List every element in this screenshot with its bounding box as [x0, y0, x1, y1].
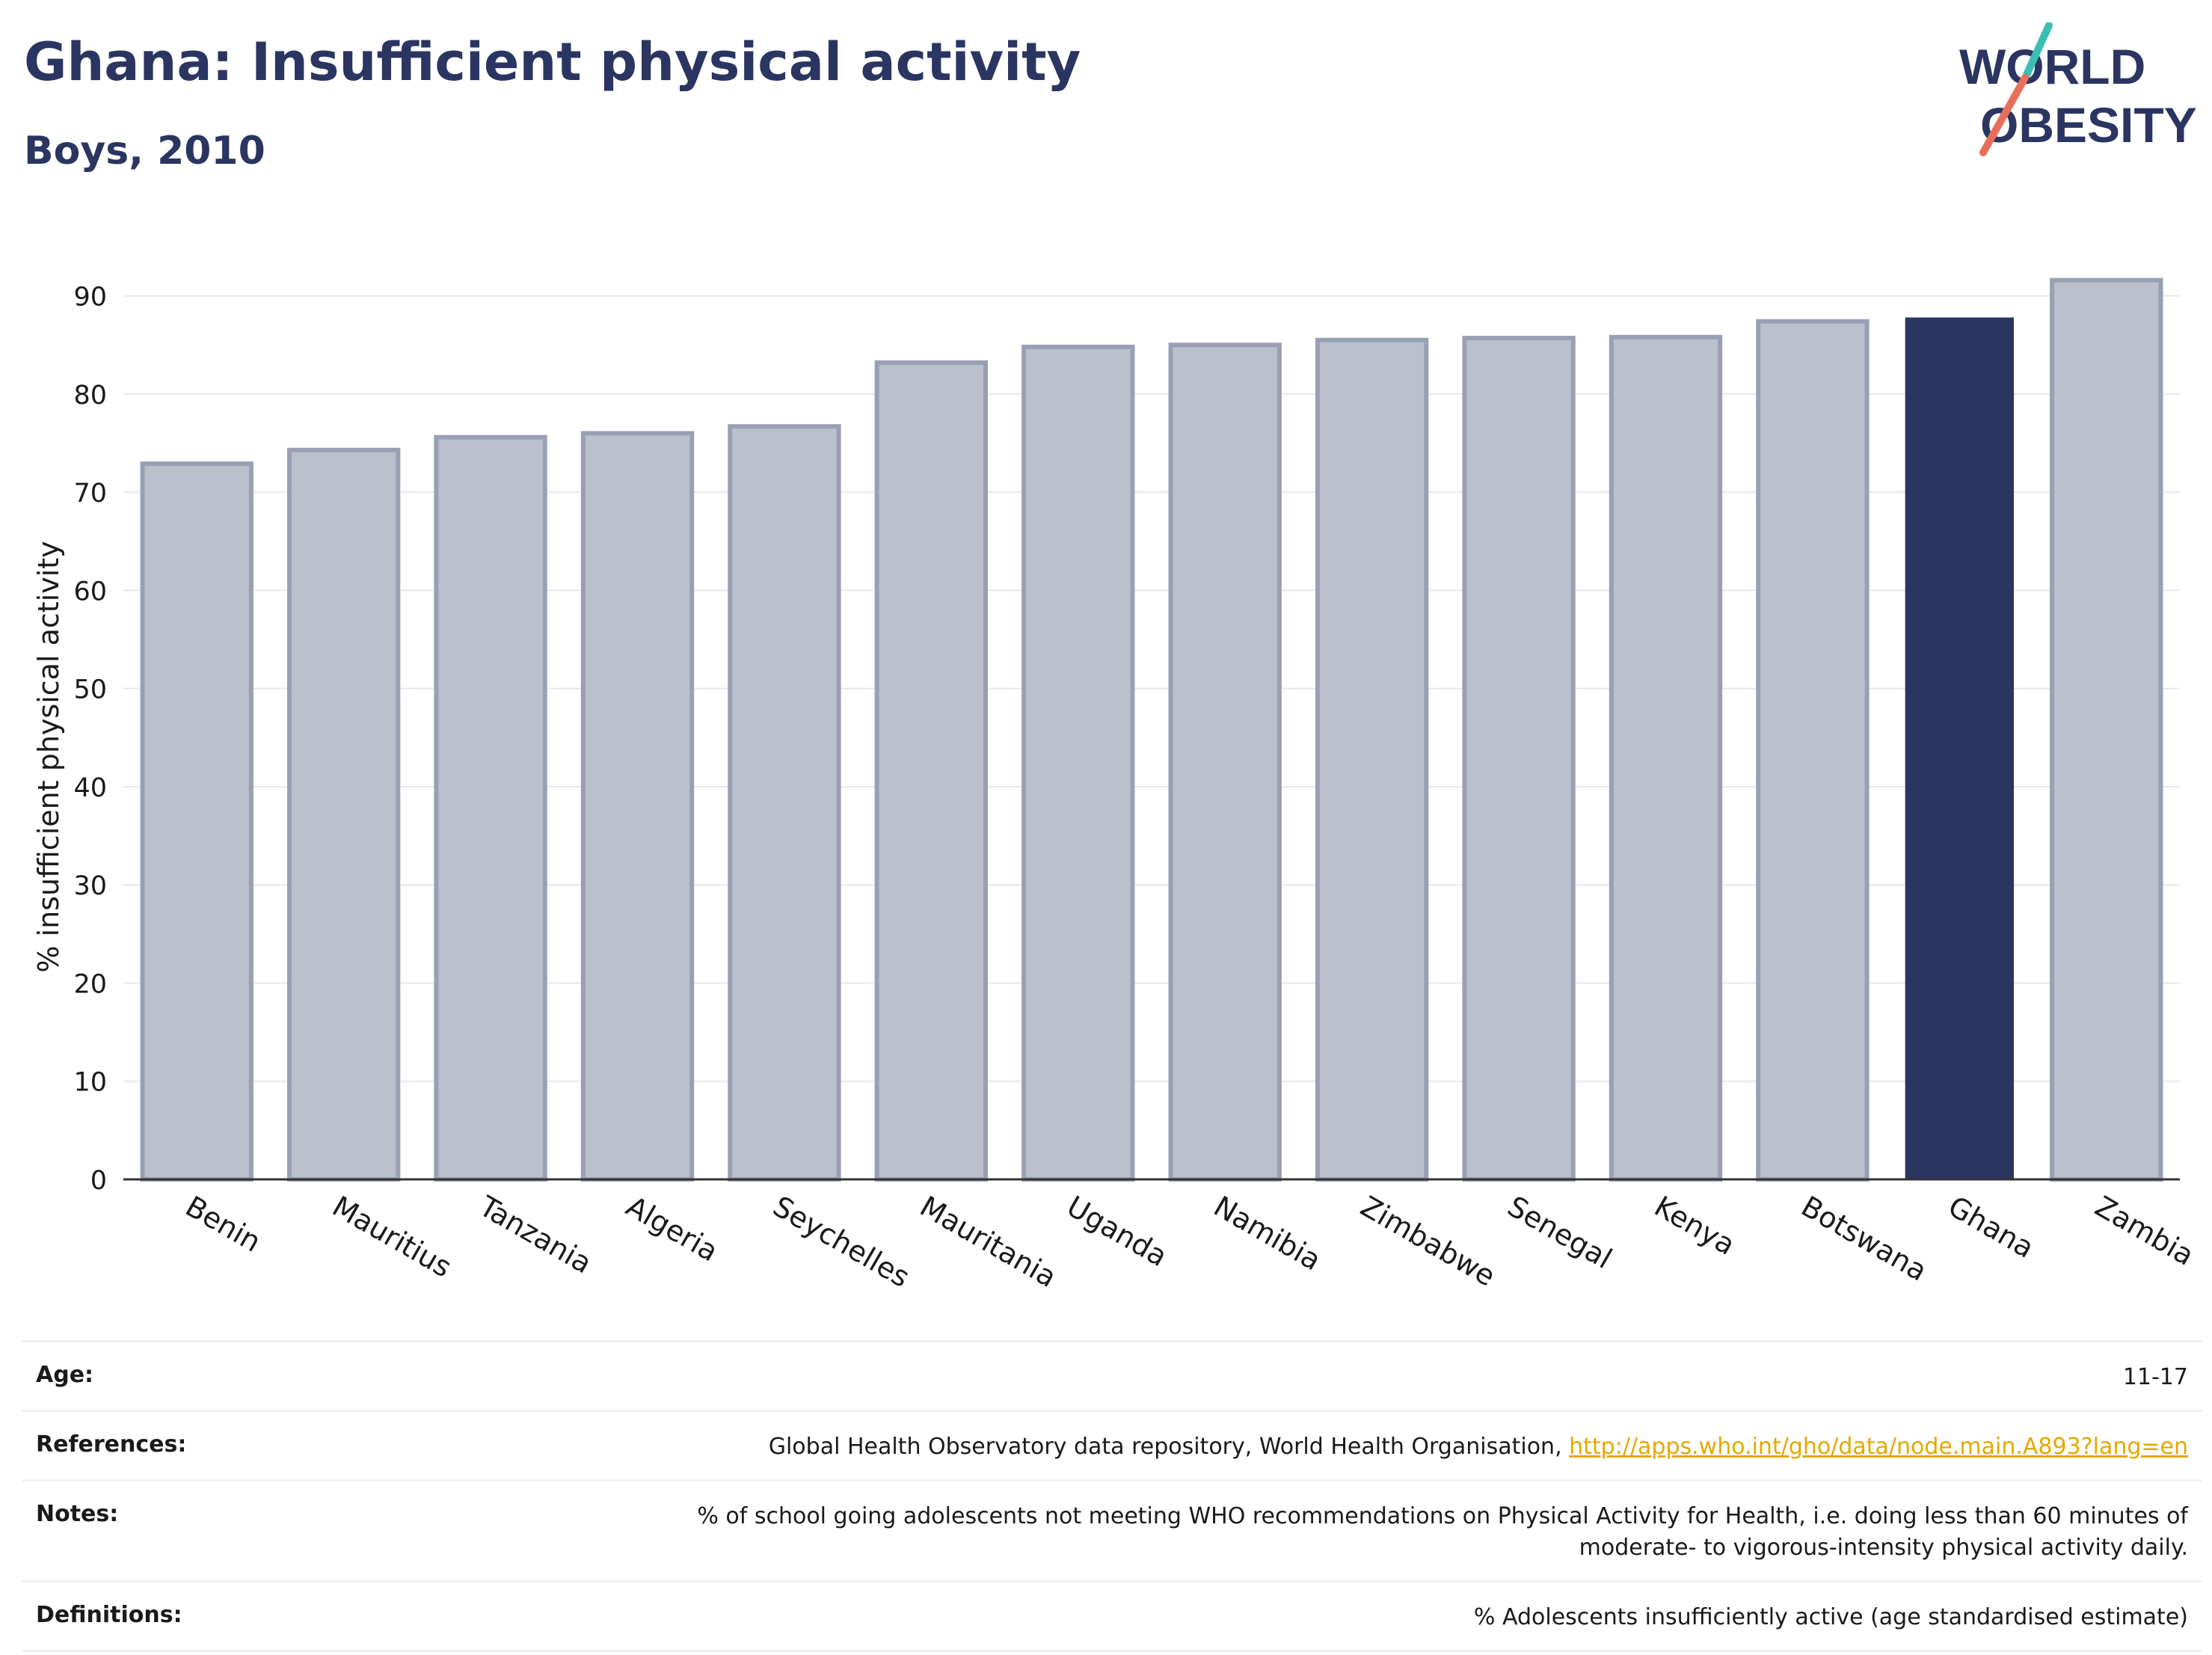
info-table: Age: 11-17 References: Global Health Obs… [22, 1340, 2202, 1652]
x-tick-label: Senegal [1502, 1190, 1617, 1276]
world-obesity-logo: WORLD OBESITY [1959, 22, 2197, 156]
bar-mauritius [286, 447, 401, 1182]
bar-uganda [1021, 344, 1135, 1182]
y-tick-label: 0 [90, 1166, 107, 1196]
bar-namibia [1168, 343, 1282, 1182]
bar-ghana [1905, 317, 2015, 1179]
age-label: Age: [36, 1362, 94, 1388]
bar-chart: 0 10 20 30 40 50 60 70 80 90 Benin Mauritius Tanzani… [32, 277, 2199, 1294]
x-tick-label: Ghana [1943, 1190, 2040, 1265]
references-link[interactable]: http://apps.who.int/gho/data/node.main.A… [1569, 1434, 2188, 1460]
references-text: Global Health Observatory data repositor… [768, 1434, 1570, 1460]
definitions-row: Definitions: % Adolescents insufficientl… [22, 1580, 2202, 1652]
x-tick-label: Namibia [1208, 1190, 1327, 1277]
age-value: 11-17 [2122, 1364, 2188, 1390]
references-row: References: Global Health Observatory da… [22, 1410, 2202, 1479]
notes-label: Notes: [36, 1501, 119, 1527]
bar-zimbabwe [1315, 337, 1429, 1182]
y-tick-label: 60 [73, 577, 107, 607]
y-tick-label: 20 [73, 969, 107, 999]
x-tick-label: Tanzania [473, 1189, 597, 1280]
page-subtitle: Boys, 2010 [24, 129, 265, 174]
bar-senegal [1462, 336, 1576, 1182]
notes-value: % of school going adolescents not meetin… [697, 1503, 2188, 1561]
logo-line2: OBESITY [1980, 97, 2197, 153]
x-tick-label: Uganda [1061, 1190, 1173, 1273]
y-tick-label: 10 [73, 1068, 107, 1098]
y-tick-label: 90 [73, 283, 107, 313]
bar-botswana [1756, 319, 1870, 1182]
bar-mauritania [874, 360, 989, 1182]
x-tick-label: Botswana [1795, 1190, 1932, 1288]
logo-slash-top [2023, 22, 2053, 79]
bar-benin [140, 461, 254, 1182]
x-tick-label: Algeria [621, 1190, 724, 1268]
y-tick-label: 40 [73, 773, 107, 803]
definitions-value: % Adolescents insufficiently active (age… [1473, 1604, 2188, 1630]
x-tick-label: Zambia [2089, 1190, 2199, 1272]
y-tick-label: 50 [73, 675, 107, 705]
y-axis-label: % insufficient physical activity [32, 541, 65, 972]
references-label: References: [36, 1431, 187, 1458]
x-tick-label: Mauritius [327, 1190, 457, 1284]
bar-algeria [580, 431, 695, 1182]
x-tick-label: Zimbabwe [1355, 1190, 1501, 1293]
bars [140, 277, 2163, 1182]
x-tick-label: Seychelles [767, 1190, 915, 1294]
notes-row: Notes: % of school going adolescents not… [22, 1479, 2202, 1580]
bar-kenya [1609, 334, 1723, 1182]
definitions-label: Definitions: [36, 1602, 182, 1628]
bar-seychelles [728, 424, 841, 1182]
logo-line1: WORLD [1959, 39, 2145, 94]
x-tick-label: Kenya [1649, 1190, 1741, 1262]
age-row: Age: 11-17 [22, 1340, 2202, 1410]
y-tick-label: 80 [73, 381, 107, 411]
page-title: Ghana: Insufficient physical activity [24, 31, 1081, 93]
x-tick-label: Benin [180, 1190, 267, 1259]
y-tick-label: 70 [73, 479, 107, 509]
references-value: Global Health Observatory data repositor… [769, 1431, 2202, 1463]
x-tick-label: Mauritania [915, 1190, 1062, 1294]
bar-zambia [2050, 277, 2163, 1182]
grid-lines [123, 295, 2180, 1082]
bar-tanzania [434, 435, 547, 1182]
y-tick-label: 30 [73, 871, 107, 901]
logo-slash-bottom [1979, 74, 2029, 156]
